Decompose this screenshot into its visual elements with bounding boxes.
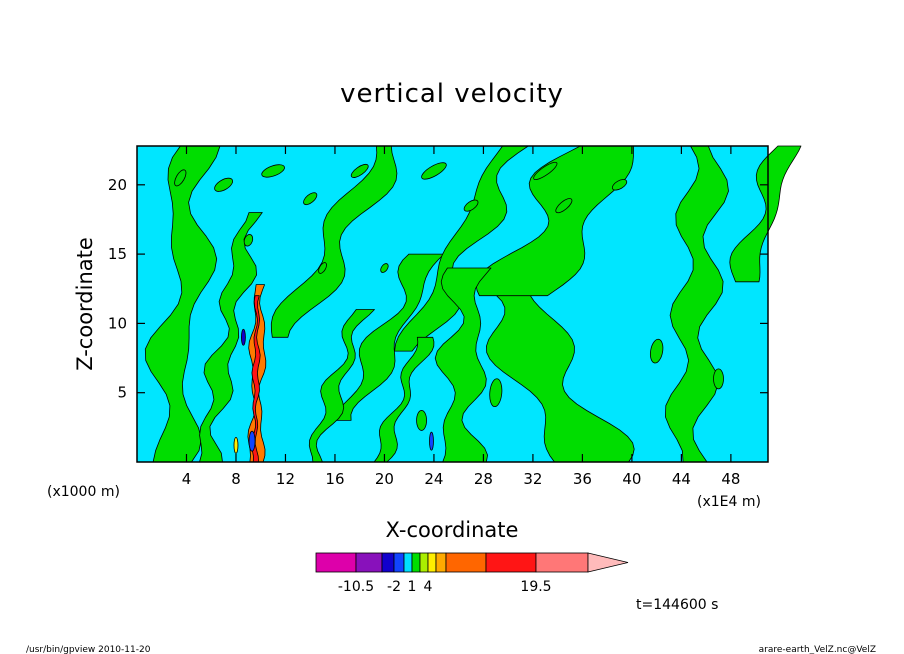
positive-region-streak (199, 212, 263, 463)
x-tick-label: 44 (672, 470, 691, 488)
x-tick-label: 40 (622, 470, 641, 488)
colorbar-label: -2 (387, 579, 401, 595)
y-tick-label: 15 (108, 245, 127, 263)
y-axis-ticks: 5 10 15 20 (108, 176, 768, 402)
y-tick-label: 20 (108, 176, 127, 194)
positive-region-centre (434, 267, 492, 463)
positive-cell (214, 177, 234, 192)
colorbar-segment (485, 552, 537, 573)
y-axis-label: Z-coordinate (73, 237, 97, 371)
x-unit-right: (x1E4 m) (697, 494, 761, 510)
footer-left: /usr/bin/gpview 2010-11-20 (26, 645, 151, 654)
y-tick-label: 10 (108, 314, 127, 332)
x-unit-left: (x1000 m) (47, 484, 120, 500)
positive-cell (380, 263, 389, 273)
colorbar-label: -10.5 (338, 579, 374, 595)
plot-frame (136, 145, 769, 463)
positive-cell (350, 163, 369, 178)
positive-cell (489, 378, 503, 408)
colorbar-segment (445, 552, 487, 573)
colorbar-label: 4 (424, 579, 433, 595)
positive-region-streak (308, 309, 375, 463)
colorbar-segment (419, 552, 429, 573)
positive-cell (533, 161, 558, 181)
x-tick-label: 20 (375, 470, 394, 488)
positive-cell (463, 199, 479, 212)
colorbar-label: 19.5 (520, 579, 551, 595)
colorbar-segment (393, 552, 405, 573)
colorbar-segment (535, 552, 589, 573)
positive-cell (318, 262, 327, 274)
positive-cell (555, 198, 573, 214)
chart-title: vertical velocity (340, 79, 564, 109)
y-tick-label: 5 (117, 384, 127, 402)
positive-cell (174, 169, 187, 187)
positive-cell (416, 410, 427, 431)
positive-region-corner (729, 145, 802, 283)
x-tick-label: 28 (474, 470, 493, 488)
positive-cell (649, 338, 664, 364)
positive-cell (713, 368, 724, 390)
plot-area (136, 145, 802, 463)
colorbar (315, 552, 629, 573)
weak-updraft-cell (233, 436, 239, 454)
colorbar-segment (403, 552, 413, 573)
colorbar-segment (427, 552, 437, 573)
updraft-core-inner (251, 295, 261, 463)
x-tick-label: 36 (573, 470, 592, 488)
positive-cell (611, 179, 628, 191)
x-tick-label: 24 (424, 470, 443, 488)
x-tick-label: 8 (231, 470, 241, 488)
x-tick-label: 16 (325, 470, 344, 488)
colorbar-extend-triangle (587, 552, 629, 573)
positive-region-streak (373, 336, 435, 463)
x-tick-label: 48 (721, 470, 740, 488)
colorbar-segment (381, 552, 395, 573)
colorbar-label: 1 (408, 579, 417, 595)
colorbar-labels: -10.5 -2 1 4 19.5 (338, 579, 552, 595)
downdraft-cell (248, 430, 256, 452)
footer-right: arare-earth_VelZ.nc@VelZ (759, 645, 876, 654)
time-label: t=144600 s (636, 597, 718, 613)
downdraft-cell (429, 431, 434, 451)
positive-cell (243, 234, 254, 247)
x-tick-label: 4 (182, 470, 192, 488)
downdraft-cell (241, 328, 246, 346)
colorbar-segment (435, 552, 447, 573)
contour-fields (144, 145, 802, 463)
colorbar-segment (315, 552, 357, 573)
x-axis-ticks: 4 8 12 16 20 24 28 32 36 40 44 48 (182, 146, 740, 488)
colorbar-segment (355, 552, 383, 573)
positive-cell (303, 192, 318, 206)
x-tick-label: 12 (276, 470, 295, 488)
colorbar-segment (411, 552, 421, 573)
x-axis-label: X-coordinate (386, 518, 519, 542)
positive-cell (421, 162, 447, 180)
positive-cell (261, 164, 285, 178)
x-tick-label: 32 (523, 470, 542, 488)
